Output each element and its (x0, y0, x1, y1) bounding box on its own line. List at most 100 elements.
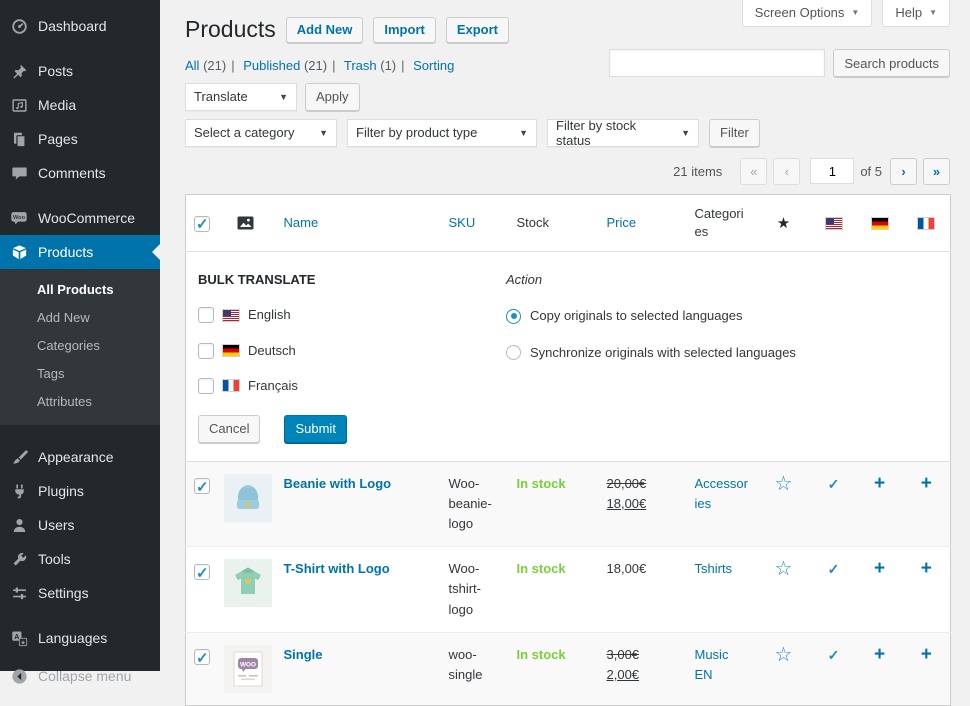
stock-status: In stock (516, 646, 566, 662)
translation-en-check-icon[interactable]: ✓ (827, 475, 840, 492)
bulk-action-select[interactable]: Translate ▼ (185, 82, 297, 111)
chevron-down-icon: ▼ (681, 127, 690, 138)
translation-en-check-icon[interactable]: ✓ (827, 646, 840, 663)
submenu-categories[interactable]: Categories (37, 338, 100, 353)
sidebar-item-woocommerce[interactable]: Woo WooCommerce (0, 201, 160, 235)
search-products-button[interactable]: Search products (833, 49, 950, 77)
import-button[interactable]: Import (373, 16, 436, 43)
sidebar-item-tools[interactable]: Tools (0, 542, 160, 576)
category-link[interactable]: Accessories (694, 475, 748, 511)
sidebar-item-media[interactable]: Media (0, 88, 160, 122)
copy-originals-radio[interactable] (506, 308, 521, 324)
row-checkbox[interactable] (194, 476, 210, 500)
add-fr-translation-icon[interactable]: + (920, 558, 932, 580)
cancel-button[interactable]: Cancel (198, 414, 261, 443)
sidebar-item-label: Collapse menu (38, 668, 132, 684)
stock-status-filter-select[interactable]: Filter by stock status ▼ (547, 118, 699, 148)
prev-page-button[interactable]: ‹ (773, 157, 801, 185)
export-button[interactable]: Export (445, 16, 510, 43)
product-name-link[interactable]: Beanie with Logo (283, 475, 392, 491)
current-page-input[interactable] (810, 158, 855, 185)
search-input[interactable] (609, 49, 826, 77)
sidebar-item-posts[interactable]: Posts (0, 54, 160, 88)
sidebar-item-pages[interactable]: Pages (0, 122, 160, 156)
category-link[interactable]: Music EN (694, 646, 729, 682)
synchronize-originals-radio[interactable] (506, 345, 521, 361)
submenu-attributes[interactable]: Attributes (37, 394, 92, 409)
english-checkbox[interactable] (198, 307, 214, 324)
help-button[interactable]: Help ▼ (882, 0, 950, 27)
sidebar-item-label: Dashboard (38, 18, 107, 34)
product-name-link[interactable]: T-Shirt with Logo (283, 561, 390, 577)
view-trash-link[interactable]: Trash (343, 57, 377, 73)
stock-column-header: Stock (508, 194, 599, 253)
sidebar-item-users[interactable]: Users (0, 508, 160, 542)
product-image[interactable] (223, 473, 272, 522)
deutsch-checkbox[interactable] (198, 342, 214, 359)
bulk-translate-row: BULK TRANSLATE English Deutsch (185, 251, 951, 462)
add-new-button[interactable]: Add New (285, 16, 364, 43)
apply-button[interactable]: Apply (305, 82, 360, 111)
user-icon (9, 517, 29, 534)
sidebar-item-languages[interactable]: A ★ Languages (0, 621, 160, 655)
add-de-translation-icon[interactable]: + (873, 558, 886, 580)
us-flag-icon (825, 218, 842, 230)
sliders-icon (9, 585, 29, 602)
category-link[interactable]: Tshirts (694, 561, 733, 577)
plug-icon (9, 483, 29, 500)
sidebar-item-dashboard[interactable]: Dashboard (0, 9, 160, 43)
language-option-francais: Français (198, 376, 498, 396)
category-filter-select[interactable]: Select a category ▼ (185, 118, 337, 147)
language-option-deutsch: Deutsch (198, 341, 498, 361)
product-image[interactable] (223, 559, 272, 608)
product-name-link[interactable]: Single (283, 646, 323, 662)
view-published-link[interactable]: Published (243, 57, 301, 73)
sort-by-name-header[interactable]: Name (283, 214, 319, 230)
row-checkbox[interactable] (194, 647, 210, 670)
table-row: Beanie with Logo Woo-beanie-logo In stoc… (185, 460, 951, 547)
last-page-button[interactable]: » (923, 157, 950, 185)
submenu-tags[interactable]: Tags (37, 366, 65, 381)
submenu-add-new[interactable]: Add New (37, 310, 90, 325)
copy-originals-option: Copy originals to selected languages (506, 306, 938, 326)
screen-options-button[interactable]: Screen Options ▼ (741, 0, 873, 27)
translate-icon: A ★ (9, 630, 29, 647)
media-icon (9, 97, 29, 114)
sidebar-item-settings[interactable]: Settings (0, 576, 160, 610)
product-type-filter-select[interactable]: Filter by product type ▼ (347, 118, 537, 147)
select-all-checkbox[interactable] (194, 214, 210, 235)
add-de-translation-icon[interactable]: + (873, 472, 886, 494)
row-checkbox[interactable] (194, 562, 210, 585)
product-sku: Woo-tshirt-logo (440, 546, 509, 633)
submit-button[interactable]: Submit (284, 414, 347, 443)
sort-by-price-header[interactable]: Price (606, 214, 637, 230)
svg-text:★: ★ (20, 639, 25, 646)
image-column-icon (224, 216, 268, 230)
main-content: Screen Options ▼ Help ▼ Search products … (160, 0, 970, 706)
sidebar-item-appearance[interactable]: Appearance (0, 440, 160, 474)
sidebar-item-products[interactable]: Products (0, 235, 160, 269)
featured-toggle-star-icon[interactable]: ☆ (774, 643, 793, 666)
filter-button[interactable]: Filter (709, 118, 760, 147)
filter-bar: Select a category ▼ Filter by product ty… (185, 118, 950, 148)
translation-en-check-icon[interactable]: ✓ (827, 561, 840, 578)
next-page-button[interactable]: › (890, 157, 917, 185)
title-row: Products Add New Import Export (185, 0, 950, 45)
add-fr-translation-icon[interactable]: + (920, 643, 932, 665)
sort-by-sku-header[interactable]: SKU (448, 214, 476, 230)
view-all-link[interactable]: All (185, 57, 200, 73)
sidebar-item-plugins[interactable]: Plugins (0, 474, 160, 508)
add-de-translation-icon[interactable]: + (873, 643, 886, 665)
total-pages-label: of 5 (860, 163, 882, 179)
chevron-down-icon: ▼ (319, 127, 328, 138)
view-sorting-link[interactable]: Sorting (413, 57, 455, 73)
submenu-all-products[interactable]: All Products (37, 282, 114, 297)
first-page-button[interactable]: « (740, 157, 768, 185)
add-fr-translation-icon[interactable]: + (920, 472, 932, 494)
featured-toggle-star-icon[interactable]: ☆ (774, 558, 793, 581)
sidebar-item-comments[interactable]: Comments (0, 156, 160, 190)
sidebar-item-collapse-menu[interactable]: Collapse menu (0, 659, 160, 693)
featured-toggle-star-icon[interactable]: ☆ (774, 472, 793, 495)
product-image[interactable]: WOO (223, 644, 272, 693)
francais-checkbox[interactable] (198, 377, 214, 394)
